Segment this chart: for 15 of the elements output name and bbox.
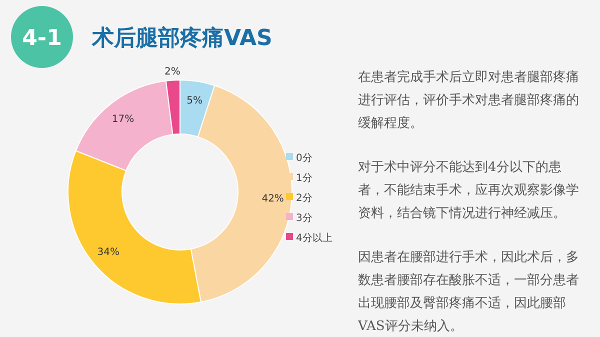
- data-label: 42%: [262, 193, 284, 204]
- data-label: 2%: [164, 66, 180, 78]
- chart-title: 术后腿部疼痛VAS: [91, 25, 272, 51]
- data-label: 34%: [97, 246, 120, 258]
- data-label: 17%: [112, 114, 134, 126]
- text: 对于术中评分不能达到4分以下的患者，不能结束手术，应再次观察影像学资料，结合镜下情况进行神经减压。: [358, 159, 580, 223]
- legend-label: 1分: [296, 172, 312, 184]
- legend-label: 2分: [296, 192, 312, 204]
- text: 因患者在腰部进行手术，因此术后，多数患者腰部存在酸胀不适，一部分患者出现腰部及臀部疼痛不适，因此腰部VAS评分未纳入。: [358, 249, 580, 336]
- text: 在患者完成手术后立即对患者腿部疼痛进行评估，评价手术对患者腿部疼痛的缓解程度。: [358, 69, 580, 133]
- data-label: 5%: [186, 96, 202, 107]
- text: 4-1: [22, 26, 62, 51]
- legend-label: 4分以上: [296, 232, 332, 244]
- legend-label: 0分: [296, 152, 312, 164]
- legend-label: 3分: [296, 212, 312, 224]
